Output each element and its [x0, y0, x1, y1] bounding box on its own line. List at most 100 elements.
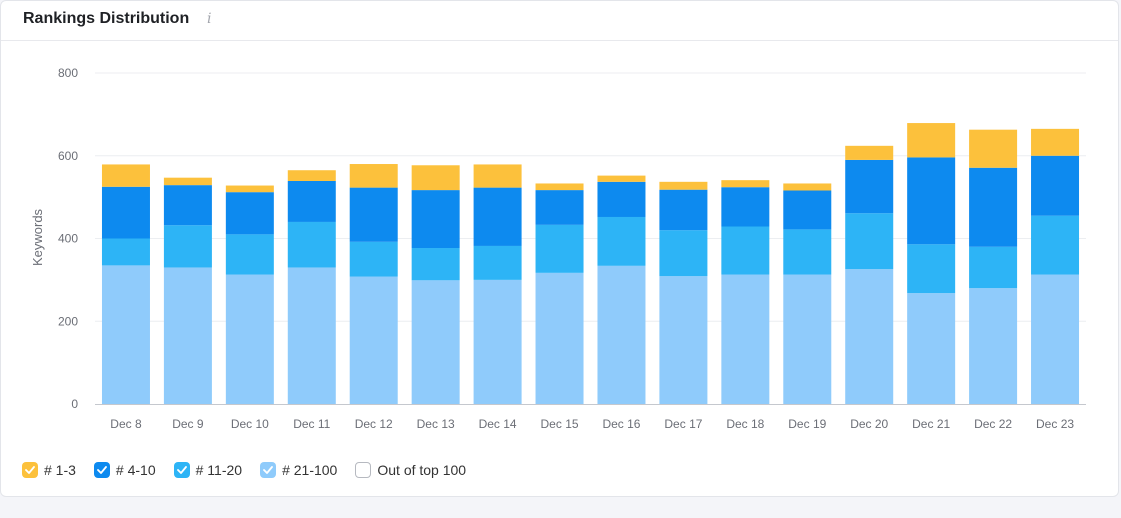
checkbox-unchecked-icon[interactable] — [355, 462, 372, 478]
bar-segment[interactable]: Dec 11 — # 1-3: 26 — [287, 170, 336, 181]
bar-segment[interactable]: Dec 12 — # 1-3: 57 — [349, 164, 398, 188]
bar-segment[interactable]: Dec 18 — # 21-100: 313 — [721, 274, 770, 404]
bar-segment[interactable]: Dec 18 — # 1-3: 17 — [721, 180, 770, 188]
bar-segment[interactable]: Dec 21 — # 4-10: 210 — [907, 157, 956, 245]
bar-segment[interactable]: Dec 15 — # 11-20: 116 — [535, 224, 584, 273]
bar-stack[interactable]: Dec 22 — # 21-100: 280Dec 22 — # 11-20: … — [969, 129, 1018, 404]
x-tick-label: Dec 19 — [788, 417, 826, 431]
bar-segment[interactable]: Dec 15 — # 4-10: 84 — [535, 190, 584, 225]
bar-segment[interactable]: Dec 21 — # 21-100: 268 — [907, 293, 956, 404]
checkbox-checked-icon[interactable] — [22, 462, 38, 478]
bar-stack[interactable]: Dec 23 — # 21-100: 313Dec 23 — # 11-20: … — [1031, 128, 1080, 404]
bar-segment[interactable]: Dec 21 — # 1-3: 83 — [907, 123, 956, 158]
bar-segment[interactable]: Dec 14 — # 1-3: 56 — [473, 164, 522, 188]
checkbox-checked-icon[interactable] — [173, 462, 190, 478]
bar-segment[interactable]: Dec 14 — # 21-100: 300 — [473, 279, 522, 404]
bar-segment[interactable]: Dec 13 — # 1-3: 60 — [411, 165, 460, 191]
y-axis-label: Keywords — [30, 208, 45, 266]
legend-item[interactable]: # 21-100 — [260, 462, 337, 478]
bar-stack[interactable]: Dec 16 — # 21-100: 334Dec 16 — # 11-20: … — [597, 175, 646, 404]
bar-segment[interactable]: Dec 23 — # 4-10: 145 — [1031, 155, 1080, 216]
checkbox-checked-icon[interactable] — [260, 462, 277, 478]
bar-stack[interactable]: Dec 9 — # 21-100: 330Dec 9 — # 11-20: 10… — [163, 177, 212, 404]
bar-segment[interactable]: Dec 23 — # 21-100: 313 — [1031, 274, 1080, 404]
legend-label: # 21-100 — [282, 462, 338, 478]
bar-segment[interactable]: Dec 12 — # 4-10: 131 — [349, 187, 398, 242]
bar-segment[interactable]: Dec 13 — # 11-20: 78 — [411, 248, 460, 281]
bar-stack[interactable]: Dec 15 — # 21-100: 317Dec 15 — # 11-20: … — [535, 183, 584, 404]
bar-segment[interactable]: Dec 10 — # 4-10: 102 — [225, 192, 274, 235]
bar-segment[interactable]: Dec 12 — # 21-100: 308 — [349, 276, 398, 404]
bar-stack[interactable]: Dec 12 — # 21-100: 308Dec 12 — # 11-20: … — [349, 164, 398, 404]
bar-segment[interactable]: Dec 22 — # 1-3: 92 — [969, 129, 1018, 168]
bar-segment[interactable]: Dec 22 — # 11-20: 100 — [969, 246, 1018, 289]
bar-segment[interactable]: Dec 15 — # 21-100: 317 — [535, 272, 584, 404]
bar-segment[interactable]: Dec 9 — # 1-3: 18 — [163, 177, 212, 186]
x-tick-label: Dec 11 — [293, 417, 330, 431]
bar-segment[interactable]: Dec 13 — # 4-10: 140 — [411, 190, 460, 249]
bar-segment[interactable]: Dec 14 — # 11-20: 82 — [473, 245, 522, 280]
bar-segment[interactable]: Dec 19 — # 1-3: 17 — [783, 183, 832, 191]
bar-segment[interactable]: Dec 15 — # 1-3: 16 — [535, 183, 584, 191]
bar-stack[interactable]: Dec 21 — # 21-100: 268Dec 21 — # 11-20: … — [907, 123, 956, 404]
bar-segment[interactable]: Dec 17 — # 1-3: 19 — [659, 181, 708, 190]
x-tick-label: Dec 12 — [355, 417, 393, 431]
bar-segment[interactable]: Dec 14 — # 4-10: 141 — [473, 187, 522, 246]
bar-segment[interactable]: Dec 9 — # 21-100: 330 — [163, 267, 212, 404]
bar-segment[interactable]: Dec 16 — # 1-3: 15 — [597, 175, 646, 182]
bar-segment[interactable]: Dec 19 — # 11-20: 109 — [783, 229, 832, 275]
bar-segment[interactable]: Dec 11 — # 21-100: 330 — [287, 267, 336, 404]
bar-segment[interactable]: Dec 20 — # 21-100: 326 — [845, 269, 894, 404]
bar-segment[interactable]: Dec 8 — # 21-100: 335 — [101, 265, 150, 404]
legend-item[interactable]: # 1-3 — [22, 462, 76, 478]
bar-segment[interactable]: Dec 20 — # 1-3: 34 — [845, 145, 894, 160]
bar-segment[interactable]: Dec 9 — # 11-20: 102 — [163, 225, 212, 268]
bar-stack[interactable]: Dec 8 — # 21-100: 335Dec 8 — # 11-20: 65… — [101, 164, 150, 404]
bar-segment[interactable]: Dec 23 — # 11-20: 142 — [1031, 215, 1080, 275]
legend-item[interactable]: # 4-10 — [93, 462, 156, 478]
bar-stack[interactable]: Dec 17 — # 21-100: 309Dec 17 — # 11-20: … — [659, 181, 708, 404]
checkbox-checked-icon[interactable] — [93, 462, 110, 478]
bar-segment[interactable]: Dec 17 — # 11-20: 111 — [659, 230, 708, 277]
bar-segment[interactable]: Dec 16 — # 11-20: 118 — [597, 216, 646, 266]
bar-segment[interactable]: Dec 22 — # 4-10: 191 — [969, 167, 1018, 247]
bar-segment[interactable]: Dec 17 — # 4-10: 98 — [659, 189, 708, 231]
bar-stack[interactable]: Dec 20 — # 21-100: 326Dec 20 — # 11-20: … — [845, 145, 894, 404]
bar-segment[interactable]: Dec 22 — # 21-100: 280 — [969, 288, 1018, 404]
bar-segment[interactable]: Dec 21 — # 11-20: 118 — [907, 244, 956, 294]
legend-item[interactable]: Out of top 100 — [355, 462, 466, 478]
x-tick-label: Dec 18 — [726, 417, 764, 431]
bar-segment[interactable]: Dec 10 — # 1-3: 16 — [225, 185, 274, 193]
bar-segment[interactable]: Dec 20 — # 4-10: 129 — [845, 159, 894, 214]
bar-segment[interactable]: Dec 9 — # 4-10: 97 — [163, 185, 212, 226]
bar-stack[interactable]: Dec 19 — # 21-100: 313Dec 19 — # 11-20: … — [783, 183, 832, 404]
bar-segment[interactable]: Dec 20 — # 11-20: 135 — [845, 213, 894, 270]
bar-stack[interactable]: Dec 13 — # 21-100: 299Dec 13 — # 11-20: … — [411, 165, 460, 404]
x-tick-label: Dec 15 — [541, 417, 579, 431]
bar-segment[interactable]: Dec 11 — # 11-20: 110 — [287, 221, 336, 268]
bar-segment[interactable]: Dec 13 — # 21-100: 299 — [411, 280, 460, 404]
y-tick-label: 200 — [58, 314, 78, 328]
info-icon[interactable]: i — [207, 11, 212, 27]
legend-item[interactable]: # 11-20 — [173, 462, 242, 478]
bar-segment[interactable]: Dec 12 — # 11-20: 84 — [349, 241, 398, 277]
bar-segment[interactable]: Dec 8 — # 4-10: 125 — [101, 186, 150, 239]
bar-stack[interactable]: Dec 10 — # 21-100: 313Dec 10 — # 11-20: … — [225, 185, 274, 404]
bar-segment[interactable]: Dec 18 — # 4-10: 95 — [721, 187, 770, 227]
bar-segment[interactable]: Dec 23 — # 1-3: 65 — [1031, 128, 1080, 156]
bar-segment[interactable]: Dec 19 — # 4-10: 94 — [783, 190, 832, 230]
bar-segment[interactable]: Dec 18 — # 11-20: 116 — [721, 226, 770, 275]
bar-segment[interactable]: Dec 8 — # 11-20: 65 — [101, 238, 150, 266]
bar-segment[interactable]: Dec 19 — # 21-100: 313 — [783, 274, 832, 404]
bar-segment[interactable]: Dec 16 — # 21-100: 334 — [597, 265, 646, 404]
bar-segment[interactable]: Dec 11 — # 4-10: 99 — [287, 180, 336, 222]
bar-segment[interactable]: Dec 10 — # 21-100: 313 — [225, 274, 274, 404]
x-tick-label: Dec 10 — [231, 417, 269, 431]
bar-stack[interactable]: Dec 14 — # 21-100: 300Dec 14 — # 11-20: … — [473, 164, 522, 404]
bar-segment[interactable]: Dec 16 — # 4-10: 85 — [597, 181, 646, 217]
bar-segment[interactable]: Dec 17 — # 21-100: 309 — [659, 276, 708, 404]
bar-segment[interactable]: Dec 8 — # 1-3: 54 — [101, 164, 150, 187]
bar-stack[interactable]: Dec 18 — # 21-100: 313Dec 18 — # 11-20: … — [721, 180, 770, 404]
bar-segment[interactable]: Dec 10 — # 11-20: 97 — [225, 234, 274, 275]
bar-stack[interactable]: Dec 11 — # 21-100: 330Dec 11 — # 11-20: … — [287, 170, 336, 404]
